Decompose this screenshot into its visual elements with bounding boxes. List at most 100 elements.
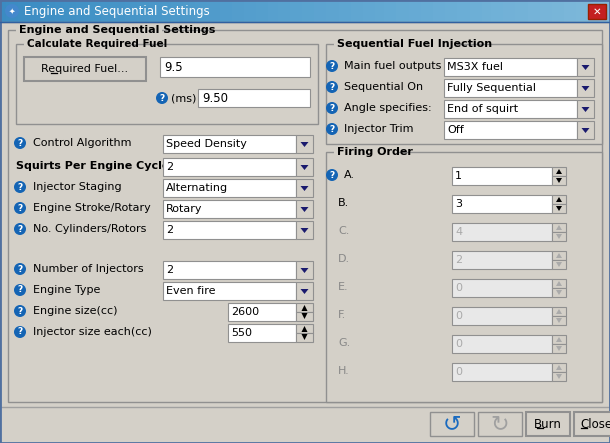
Bar	[8, 30, 602, 402]
Bar	[577, 121, 594, 139]
Bar	[452, 307, 552, 325]
Polygon shape	[556, 346, 562, 351]
Polygon shape	[301, 228, 309, 233]
Bar	[296, 158, 313, 176]
Polygon shape	[556, 225, 562, 230]
Bar	[552, 344, 566, 353]
Bar	[552, 288, 566, 297]
Text: Engine Stroke/Rotary: Engine Stroke/Rotary	[33, 203, 151, 213]
Bar	[24, 57, 146, 81]
Text: 1: 1	[455, 171, 462, 181]
Bar	[452, 335, 552, 353]
Text: 2: 2	[166, 265, 173, 275]
Text: ?: ?	[329, 171, 335, 179]
Text: 4: 4	[455, 227, 462, 237]
Polygon shape	[301, 207, 309, 212]
Text: Rotary: Rotary	[166, 204, 203, 214]
Bar	[552, 307, 566, 316]
Circle shape	[326, 102, 338, 114]
Text: Close: Close	[580, 417, 610, 431]
Polygon shape	[556, 169, 562, 174]
Text: H.: H.	[338, 366, 350, 376]
Bar	[296, 261, 313, 279]
Text: No. Cylinders/Rotors: No. Cylinders/Rotors	[33, 224, 146, 234]
Bar	[228, 303, 296, 321]
Text: 2600: 2600	[231, 307, 259, 317]
Polygon shape	[556, 262, 562, 267]
Text: ?: ?	[17, 183, 23, 191]
Text: 2: 2	[455, 255, 462, 265]
Bar	[552, 316, 566, 325]
Text: Control Algorithm: Control Algorithm	[33, 138, 132, 148]
Text: Fully Sequential: Fully Sequential	[447, 83, 536, 93]
Polygon shape	[301, 186, 309, 191]
Bar	[296, 135, 313, 153]
Text: Speed Density: Speed Density	[166, 139, 247, 149]
Bar	[577, 100, 594, 118]
Bar	[552, 195, 566, 204]
Polygon shape	[301, 334, 307, 340]
Text: ?: ?	[329, 62, 335, 70]
Bar	[574, 412, 610, 436]
Bar	[163, 200, 296, 218]
Bar	[478, 412, 522, 436]
Text: E.: E.	[338, 282, 349, 292]
Circle shape	[14, 263, 26, 275]
Bar	[163, 179, 296, 197]
Bar	[444, 100, 577, 118]
Bar	[16, 25, 161, 35]
Text: 9.5: 9.5	[164, 61, 182, 74]
Bar	[326, 152, 602, 402]
Text: 0: 0	[455, 339, 462, 349]
Polygon shape	[556, 178, 562, 183]
Bar	[552, 260, 566, 269]
Text: ↻: ↻	[490, 414, 509, 434]
Bar	[452, 363, 552, 381]
Polygon shape	[556, 309, 562, 314]
Text: ?: ?	[17, 285, 23, 295]
Bar	[163, 282, 296, 300]
Circle shape	[326, 81, 338, 93]
Bar	[296, 333, 313, 342]
Text: Sequential Fuel Injection: Sequential Fuel Injection	[337, 39, 492, 49]
Bar	[552, 204, 566, 213]
Bar	[163, 158, 296, 176]
Polygon shape	[301, 289, 309, 294]
Bar	[588, 4, 606, 19]
Text: C.: C.	[338, 226, 350, 236]
Text: Squirts Per Engine Cycle: Squirts Per Engine Cycle	[16, 161, 170, 171]
Bar	[552, 167, 566, 176]
Bar	[577, 79, 594, 97]
Text: Even fire: Even fire	[166, 286, 215, 296]
Bar	[452, 223, 552, 241]
Bar	[430, 412, 474, 436]
Polygon shape	[581, 128, 589, 133]
Text: 9.50: 9.50	[202, 92, 228, 105]
Bar	[296, 324, 313, 333]
Polygon shape	[581, 65, 589, 70]
Text: Angle specifies:: Angle specifies:	[344, 103, 432, 113]
Bar	[526, 412, 570, 436]
Text: ↺: ↺	[443, 414, 461, 434]
Text: Injector Trim: Injector Trim	[344, 124, 414, 134]
Circle shape	[14, 305, 26, 317]
Bar	[296, 200, 313, 218]
Bar	[552, 251, 566, 260]
Polygon shape	[301, 142, 309, 147]
Polygon shape	[301, 326, 307, 332]
Text: 3: 3	[455, 199, 462, 209]
Text: F.: F.	[338, 310, 346, 320]
Text: ?: ?	[17, 225, 23, 233]
Circle shape	[14, 202, 26, 214]
Bar	[296, 282, 313, 300]
Text: Sequential On: Sequential On	[344, 82, 423, 92]
Bar	[552, 363, 566, 372]
Text: ?: ?	[329, 124, 335, 133]
Polygon shape	[556, 337, 562, 342]
Bar	[452, 195, 552, 213]
Bar	[452, 251, 552, 269]
Text: 0: 0	[455, 367, 462, 377]
Polygon shape	[556, 281, 562, 286]
Polygon shape	[556, 234, 562, 239]
Text: Off: Off	[447, 125, 464, 135]
